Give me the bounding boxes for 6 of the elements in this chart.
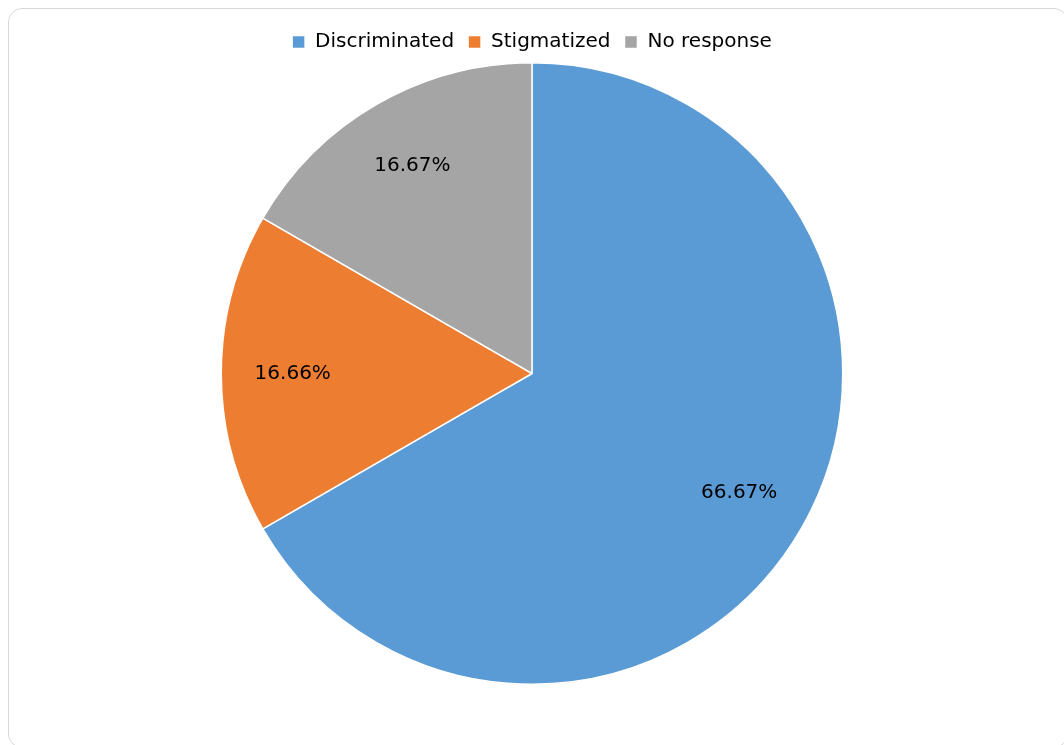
data-label: 16.67% [374, 152, 451, 177]
data-label: 16.66% [254, 359, 331, 384]
data-label: 66.67% [701, 479, 778, 504]
legend-label: Discriminated [315, 28, 455, 53]
legend-label: No response [647, 28, 772, 53]
legend-label: Stigmatized [491, 28, 611, 53]
